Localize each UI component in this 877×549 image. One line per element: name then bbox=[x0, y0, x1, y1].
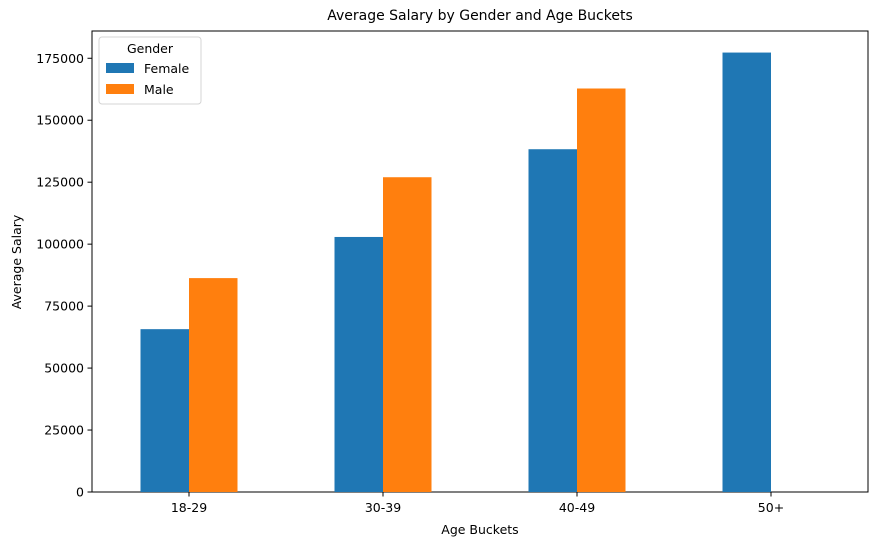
y-tick-label: 50000 bbox=[44, 361, 84, 376]
plot-frame bbox=[91, 30, 869, 493]
x-axis: 18-29 30-39 40-49 50+ bbox=[171, 492, 784, 515]
legend-title: Gender bbox=[127, 41, 174, 56]
bar-female-18-29 bbox=[140, 329, 189, 492]
legend-swatch-male bbox=[106, 84, 134, 94]
legend-items: Female Male bbox=[106, 61, 190, 97]
x-tick-label: 18-29 bbox=[171, 500, 207, 515]
y-tick-label: 175000 bbox=[36, 51, 84, 66]
x-tick-label: 30-39 bbox=[365, 500, 401, 515]
x-tick-label: 50+ bbox=[758, 500, 784, 515]
bar-female-30-39 bbox=[334, 236, 383, 492]
x-tick-label: 40-49 bbox=[559, 500, 595, 515]
y-tick-label: 100000 bbox=[36, 237, 84, 252]
bar-female-40-49 bbox=[528, 149, 577, 493]
bar-male-40-49 bbox=[577, 88, 626, 493]
y-axis: 0 25000 50000 75000 100000 125000 150000 175000 bbox=[36, 51, 92, 500]
y-axis-label: Average Salary bbox=[9, 214, 24, 309]
legend: Gender Female Male bbox=[98, 36, 202, 105]
bar-male-30-39 bbox=[383, 177, 432, 492]
legend-swatch-female bbox=[106, 63, 134, 73]
y-tick-label: 125000 bbox=[36, 175, 84, 190]
y-tick-label: 25000 bbox=[44, 423, 84, 438]
plot-area bbox=[91, 30, 869, 493]
y-tick-label: 0 bbox=[76, 485, 84, 500]
y-tick-label: 75000 bbox=[44, 299, 84, 314]
chart-title: Average Salary by Gender and Age Buckets bbox=[327, 8, 633, 24]
bar-female-50+ bbox=[722, 52, 771, 493]
y-tick-label: 150000 bbox=[36, 113, 84, 128]
x-axis-label: Age Buckets bbox=[441, 522, 518, 537]
legend-label-male: Male bbox=[144, 82, 174, 97]
bars-group bbox=[140, 52, 771, 493]
legend-label-female: Female bbox=[144, 61, 190, 76]
bar-male-18-29 bbox=[189, 278, 238, 492]
